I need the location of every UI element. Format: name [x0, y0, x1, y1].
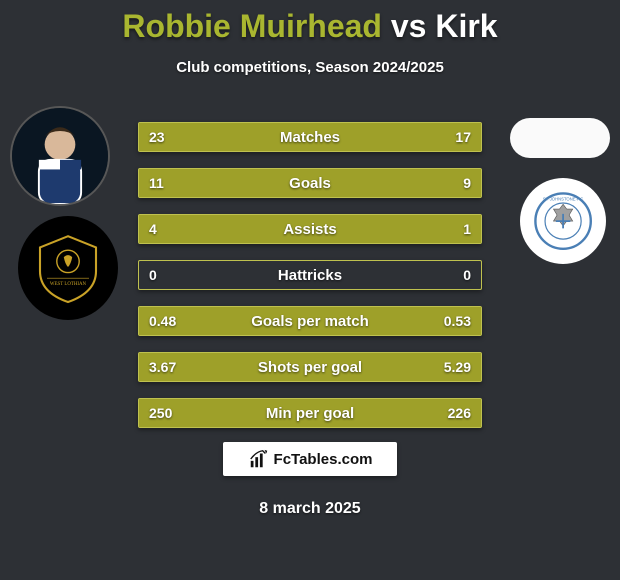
stat-row: 41Assists: [138, 214, 482, 244]
stat-row: 119Goals: [138, 168, 482, 198]
stat-row: 0.480.53Goals per match: [138, 306, 482, 336]
stat-label: Matches: [139, 123, 481, 151]
svg-text:ST·JOHNSTONE·F.C: ST·JOHNSTONE·F.C: [543, 197, 583, 202]
stat-label: Goals per match: [139, 307, 481, 335]
stat-row: 250226Min per goal: [138, 398, 482, 428]
player2-name: Kirk: [435, 8, 497, 44]
stats-bars: 2317Matches 119Goals 41Assists 00Hattricks 0…: [138, 122, 482, 444]
player1-name: Robbie Muirhead: [122, 8, 382, 44]
chart-icon: [248, 448, 270, 470]
subtitle: Club competitions, Season 2024/2025: [0, 59, 620, 76]
player2-club-crest: ST·JOHNSTONE·F.C: [520, 178, 606, 264]
stat-label: Goals: [139, 169, 481, 197]
fctables-logo: FcTables.com: [223, 442, 397, 476]
svg-text:WEST LOTHIAN: WEST LOTHIAN: [50, 282, 87, 287]
stat-label: Hattricks: [139, 261, 481, 289]
player1-avatar: [10, 106, 110, 206]
player2-avatar: [510, 118, 610, 158]
player1-club-crest: WEST LOTHIAN: [18, 216, 118, 320]
date-text: 8 march 2025: [0, 500, 620, 518]
stat-label: Min per goal: [139, 399, 481, 427]
stat-row: 2317Matches: [138, 122, 482, 152]
stat-row: 00Hattricks: [138, 260, 482, 290]
stat-row: 3.675.29Shots per goal: [138, 352, 482, 382]
comparison-title: Robbie Muirhead vs Kirk: [0, 0, 620, 45]
logo-text: FcTables.com: [274, 451, 373, 468]
stat-label: Shots per goal: [139, 353, 481, 381]
vs-text: vs: [391, 8, 427, 44]
stat-label: Assists: [139, 215, 481, 243]
